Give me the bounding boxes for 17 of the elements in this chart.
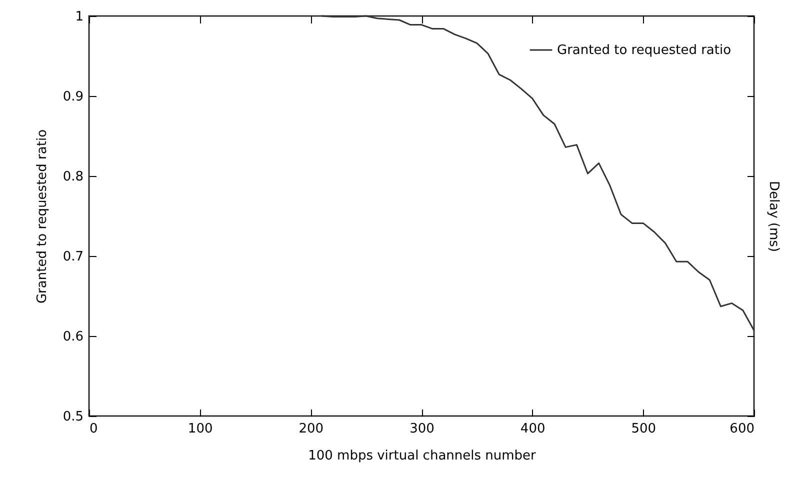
y2-axis-title: Delay (ms) xyxy=(766,181,781,252)
legend-label: Granted to requested ratio xyxy=(557,43,732,58)
y-tick-label: 0.6 xyxy=(62,330,84,344)
x-tick-label: 500 xyxy=(631,422,656,436)
y-tick-label: 0.9 xyxy=(62,90,84,104)
x-tick-label: 400 xyxy=(520,422,546,436)
y-tick-label: 1 xyxy=(75,10,84,24)
x-tick-label: 200 xyxy=(298,422,324,436)
y-axis-title: Granted to requested ratio xyxy=(34,129,50,304)
y-tick-label: 0.7 xyxy=(62,250,84,264)
x-tick-label: 100 xyxy=(188,422,213,436)
x-axis-title: 100 mbps virtual channels number xyxy=(308,448,537,464)
x-tick-label: 600 xyxy=(730,422,754,436)
y-tick-label: 0.5 xyxy=(62,410,84,424)
x-tick-label: 0 xyxy=(90,422,98,436)
x-tick-label: 300 xyxy=(410,422,434,436)
y-tick-label: 0.8 xyxy=(62,170,84,184)
